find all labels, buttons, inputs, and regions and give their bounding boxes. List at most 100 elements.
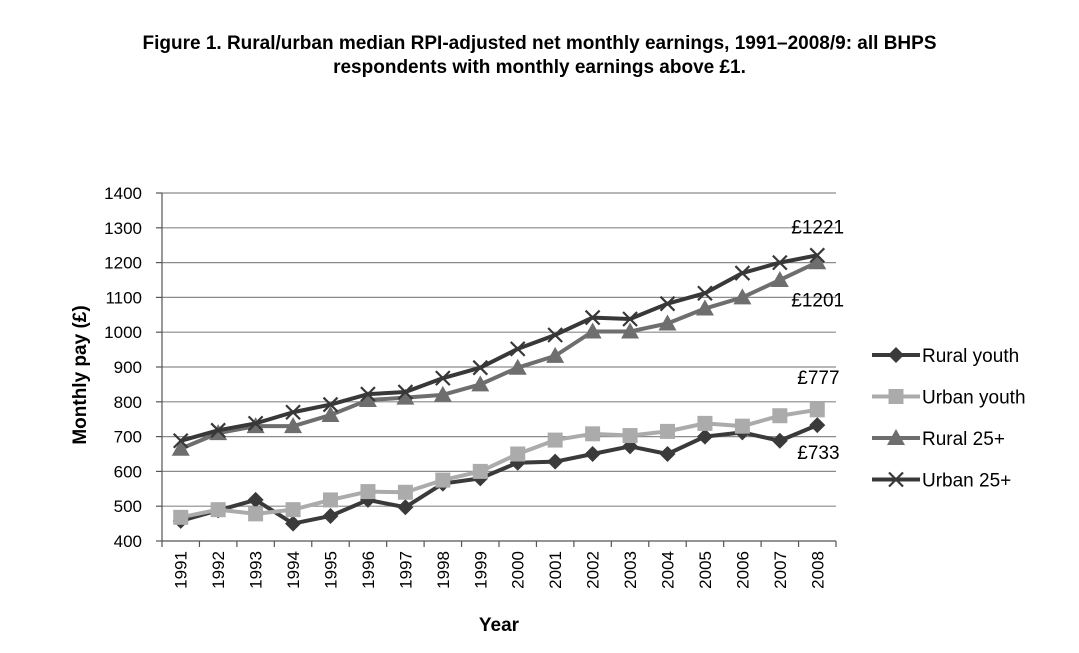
cross-stroke — [210, 422, 226, 439]
data-point — [322, 396, 339, 413]
x-tick-label: 2006 — [733, 551, 752, 589]
data-point — [358, 391, 377, 408]
figure-title-line-1: Figure 1. Rural/urban median RPI-adjuste… — [142, 33, 937, 54]
x-tick-label: 1993 — [247, 551, 266, 589]
data-point — [323, 492, 338, 508]
data-point — [696, 428, 713, 445]
legend-label: Rural 25+ — [922, 429, 1005, 450]
series-urban-youth — [173, 402, 825, 525]
data-point — [697, 285, 713, 302]
series-rural-25 — [171, 253, 827, 456]
x-tick-label: 1996 — [359, 551, 378, 589]
cross-stroke — [772, 254, 788, 271]
y-tick-label: 1300 — [104, 219, 142, 238]
data-point — [546, 346, 565, 363]
series-urban-25 — [172, 247, 826, 449]
cross-stroke — [809, 247, 826, 264]
data-annotations: £1221 £1201 £777 £733 — [791, 217, 844, 464]
data-point — [285, 502, 301, 518]
series-line — [179, 260, 819, 451]
data-point — [771, 432, 788, 449]
y-tick-label: 1000 — [104, 323, 142, 342]
legend-item: Rural youth — [872, 346, 1019, 367]
data-point — [471, 375, 490, 392]
data-point — [172, 432, 189, 449]
x-tick-label: 2000 — [509, 551, 528, 589]
data-point — [171, 439, 190, 456]
legend-label: Urban 25+ — [922, 471, 1011, 492]
x-tick-label: 2007 — [771, 551, 790, 589]
data-point — [585, 426, 601, 442]
data-point — [247, 415, 264, 432]
data-point — [322, 507, 339, 524]
data-point — [248, 506, 264, 522]
figure-title: Figure 1. Rural/urban median RPI-adjuste… — [0, 32, 1079, 80]
legend-marker — [888, 347, 904, 363]
value-annotation: £733 — [797, 443, 839, 464]
data-point — [210, 422, 226, 439]
data-point — [734, 418, 750, 434]
x-tick-label: 1998 — [434, 551, 453, 589]
y-tick-label: 900 — [114, 358, 142, 377]
value-annotation: £1221 — [791, 217, 844, 238]
data-point — [622, 428, 638, 444]
series-line — [180, 423, 819, 526]
y-tick-label: 1100 — [105, 288, 142, 307]
data-point — [509, 341, 526, 357]
x-tick-label: 2002 — [584, 551, 603, 589]
data-point — [621, 322, 640, 339]
gridlines — [162, 192, 836, 507]
cross-stroke — [285, 404, 301, 421]
series-line — [180, 253, 818, 443]
value-annotation: £777 — [797, 368, 839, 389]
legend: Rural youth Urban youth Rural 25+ Urban 25+ — [872, 346, 1026, 492]
legend-marker — [888, 389, 904, 404]
data-point — [660, 423, 675, 439]
x-tick-label: 2004 — [659, 551, 678, 589]
data-point — [173, 509, 189, 525]
cross-stroke — [397, 384, 414, 400]
data-point — [247, 491, 264, 508]
data-point — [622, 311, 638, 327]
data-point — [510, 446, 526, 462]
x-tick-label: 1994 — [284, 551, 303, 589]
data-point — [809, 417, 826, 434]
x-tick-label: 1991 — [172, 551, 191, 589]
cross-stroke — [472, 359, 489, 376]
data-point — [210, 502, 226, 518]
legend-label: Urban youth — [922, 388, 1026, 409]
legend-marker — [887, 429, 905, 445]
x-tick-label: 2005 — [696, 551, 715, 589]
cross-stroke — [435, 370, 451, 386]
y-tick-labels: 400 500 600 700 800 900 1000 1100 1200 1300 1400 — [104, 184, 142, 551]
data-point — [772, 408, 788, 424]
data-point — [433, 385, 452, 402]
x-tick-label: 2003 — [621, 551, 640, 589]
data-point — [659, 446, 676, 462]
x-tick-label: 2008 — [808, 551, 827, 589]
data-point — [360, 484, 376, 500]
data-point — [809, 247, 826, 264]
cross-stroke — [547, 327, 563, 343]
y-tick-label: 600 — [114, 462, 142, 481]
data-point — [808, 253, 827, 270]
axes — [156, 192, 837, 547]
cross-stroke — [509, 341, 526, 357]
y-tick-label: 1200 — [104, 254, 142, 273]
x-tick-label: 1995 — [322, 551, 341, 589]
cross-stroke — [734, 265, 751, 281]
cross-stroke — [172, 432, 189, 449]
data-point — [547, 453, 564, 470]
data-point — [584, 446, 601, 462]
data-point — [435, 472, 451, 488]
legend-item: Urban 25+ — [872, 471, 1011, 492]
y-axis-title: Monthly pay (£) — [70, 305, 91, 444]
y-tick-label: 1400 — [104, 184, 142, 203]
data-point — [697, 415, 713, 431]
y-tick-label: 800 — [114, 393, 142, 412]
data-point — [397, 484, 413, 500]
cross-stroke — [584, 309, 601, 326]
data-point — [658, 314, 677, 331]
x-axis-title: Year — [479, 615, 520, 636]
